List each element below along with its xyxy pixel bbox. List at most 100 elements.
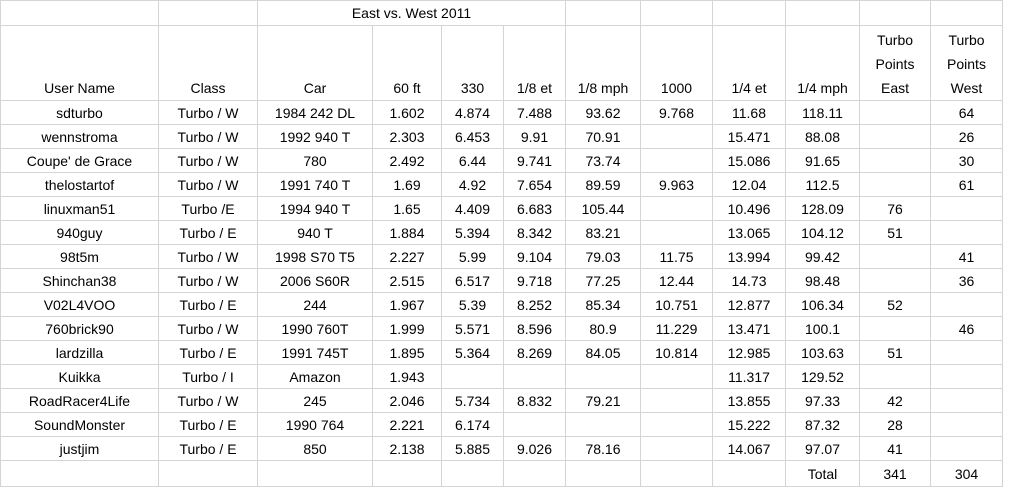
cell-class[interactable]: Turbo / E [158, 220, 258, 245]
cell-user-name[interactable]: 98t5m [0, 244, 159, 269]
cell-eighth-et[interactable]: 9.026 [503, 436, 566, 461]
cell-points-east[interactable] [859, 124, 931, 149]
cell-eighth-et[interactable]: 9.741 [503, 148, 566, 173]
cell-quarter-mph[interactable]: 106.34 [785, 292, 860, 317]
cell-eighth-mph[interactable]: 80.9 [565, 316, 641, 341]
cell-eighth-mph[interactable] [565, 364, 641, 389]
cell-points-east[interactable] [859, 100, 931, 125]
header-quarter-mph[interactable]: 1/4 mph [785, 25, 860, 101]
cell-points-east[interactable]: 28 [859, 412, 931, 437]
cell-quarter-mph[interactable]: 97.33 [785, 388, 860, 413]
cell-car[interactable]: 850 [257, 436, 373, 461]
cell-points-west[interactable] [930, 436, 1003, 461]
cell-eighth-mph[interactable] [565, 412, 641, 437]
cell-1000[interactable] [640, 196, 713, 221]
cell-330[interactable]: 6.517 [441, 268, 504, 293]
cell-60ft[interactable]: 1.65 [372, 196, 442, 221]
cell-330[interactable]: 5.734 [441, 388, 504, 413]
header-60ft[interactable]: 60 ft [372, 25, 442, 101]
cell-quarter-et[interactable]: 12.877 [712, 292, 786, 317]
cell-quarter-mph[interactable]: 112.5 [785, 172, 860, 197]
cell-user-name[interactable]: SoundMonster [0, 412, 159, 437]
cell-quarter-mph[interactable]: 87.32 [785, 412, 860, 437]
cell-class[interactable]: Turbo / W [158, 100, 258, 125]
total-east[interactable]: 341 [859, 460, 931, 487]
cell-1000[interactable]: 9.768 [640, 100, 713, 125]
header-points-east[interactable]: Turbo Points East [859, 25, 931, 101]
cell-user-name[interactable]: V02L4VOO [0, 292, 159, 317]
cell-class[interactable]: Turbo /E [158, 196, 258, 221]
header-quarter-et[interactable]: 1/4 et [712, 25, 786, 101]
cell-class[interactable]: Turbo / E [158, 292, 258, 317]
sheet-title[interactable]: East vs. West 2011 [257, 0, 566, 26]
cell-car[interactable]: 244 [257, 292, 373, 317]
cell-eighth-et[interactable]: 9.104 [503, 244, 566, 269]
cell-points-west[interactable] [930, 412, 1003, 437]
cell-user-name[interactable]: justjim [0, 436, 159, 461]
cell-car[interactable]: 1998 S70 T5 [257, 244, 373, 269]
cell-eighth-et[interactable]: 9.718 [503, 268, 566, 293]
cell-points-west[interactable] [930, 340, 1003, 365]
cell-1000[interactable]: 10.751 [640, 292, 713, 317]
cell-330[interactable]: 5.364 [441, 340, 504, 365]
cell-quarter-mph[interactable]: 91.65 [785, 148, 860, 173]
cell-points-east[interactable]: 76 [859, 196, 931, 221]
cell-class[interactable]: Turbo / W [158, 268, 258, 293]
cell-1000[interactable]: 11.229 [640, 316, 713, 341]
cell-car[interactable]: 780 [257, 148, 373, 173]
cell-60ft[interactable]: 2.221 [372, 412, 442, 437]
cell-points-west[interactable]: 26 [930, 124, 1003, 149]
cell-car[interactable]: 1984 242 DL [257, 100, 373, 125]
cell-330[interactable]: 6.453 [441, 124, 504, 149]
cell-car[interactable]: Amazon [257, 364, 373, 389]
cell-car[interactable]: 1991 740 T [257, 172, 373, 197]
cell-points-west[interactable] [930, 196, 1003, 221]
header-eighth-mph[interactable]: 1/8 mph [565, 25, 641, 101]
cell-user-name[interactable]: Shinchan38 [0, 268, 159, 293]
cell-quarter-mph[interactable]: 88.08 [785, 124, 860, 149]
cell-points-east[interactable]: 51 [859, 220, 931, 245]
cell-eighth-mph[interactable]: 79.03 [565, 244, 641, 269]
cell-points-east[interactable] [859, 364, 931, 389]
cell-class[interactable]: Turbo / W [158, 244, 258, 269]
cell-quarter-mph[interactable]: 118.11 [785, 100, 860, 125]
cell-330[interactable]: 4.409 [441, 196, 504, 221]
cell-user-name[interactable]: linuxman51 [0, 196, 159, 221]
cell-quarter-et[interactable]: 12.04 [712, 172, 786, 197]
cell-1000[interactable] [640, 412, 713, 437]
cell-1000[interactable]: 12.44 [640, 268, 713, 293]
cell-car[interactable]: 2006 S60R [257, 268, 373, 293]
cell-eighth-mph[interactable]: 105.44 [565, 196, 641, 221]
cell-1000[interactable] [640, 436, 713, 461]
cell-eighth-et[interactable]: 8.832 [503, 388, 566, 413]
cell-quarter-et[interactable]: 15.222 [712, 412, 786, 437]
cell-1000[interactable]: 11.75 [640, 244, 713, 269]
cell-points-west[interactable]: 30 [930, 148, 1003, 173]
cell-60ft[interactable]: 1.602 [372, 100, 442, 125]
cell-60ft[interactable]: 2.227 [372, 244, 442, 269]
header-user-name[interactable]: User Name [0, 25, 159, 101]
cell-class[interactable]: Turbo / W [158, 172, 258, 197]
cell-points-west[interactable]: 46 [930, 316, 1003, 341]
cell-car[interactable]: 1994 940 T [257, 196, 373, 221]
cell-eighth-et[interactable]: 9.91 [503, 124, 566, 149]
cell-points-east[interactable] [859, 148, 931, 173]
cell-1000[interactable]: 9.963 [640, 172, 713, 197]
cell-eighth-et[interactable]: 8.252 [503, 292, 566, 317]
cell-user-name[interactable]: Coupe' de Grace [0, 148, 159, 173]
cell-user-name[interactable]: 940guy [0, 220, 159, 245]
header-330[interactable]: 330 [441, 25, 504, 101]
cell-eighth-mph[interactable]: 78.16 [565, 436, 641, 461]
cell-60ft[interactable]: 2.138 [372, 436, 442, 461]
cell-quarter-et[interactable]: 13.855 [712, 388, 786, 413]
cell-60ft[interactable]: 1.999 [372, 316, 442, 341]
cell-330[interactable]: 4.92 [441, 172, 504, 197]
cell-points-east[interactable]: 51 [859, 340, 931, 365]
cell-class[interactable]: Turbo / E [158, 436, 258, 461]
cell-quarter-mph[interactable]: 104.12 [785, 220, 860, 245]
cell-1000[interactable] [640, 220, 713, 245]
cell-class[interactable]: Turbo / W [158, 148, 258, 173]
cell-quarter-mph[interactable]: 99.42 [785, 244, 860, 269]
cell-330[interactable]: 5.39 [441, 292, 504, 317]
header-1000[interactable]: 1000 [640, 25, 713, 101]
